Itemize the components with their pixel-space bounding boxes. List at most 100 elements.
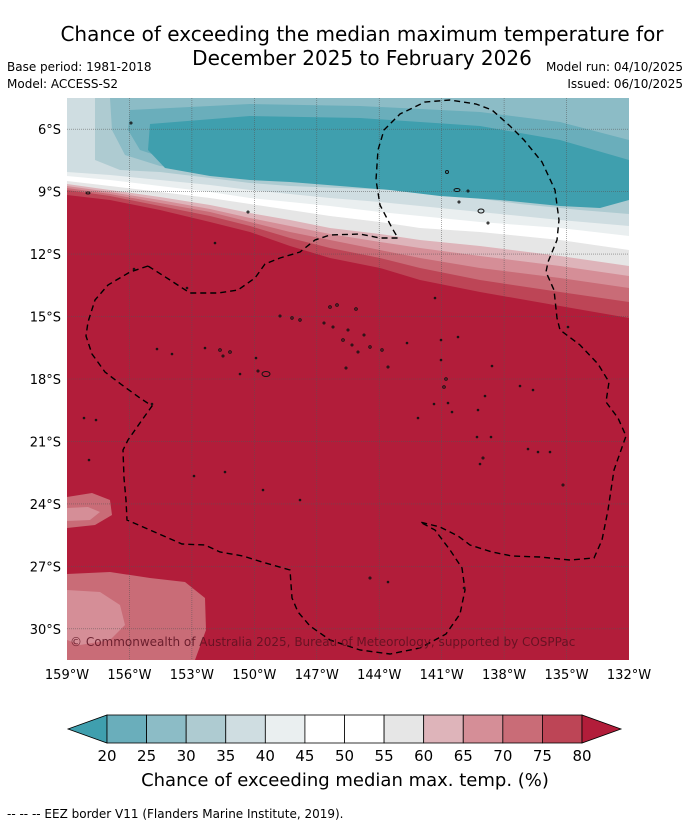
island (526, 447, 530, 451)
island (433, 296, 437, 300)
x-tick-label: 153°W (170, 668, 214, 683)
island (335, 303, 339, 307)
x-tick-label: 144°W (357, 668, 401, 683)
island (322, 321, 326, 325)
island (444, 377, 448, 381)
colorbar-over-arrow (581, 714, 623, 744)
island (466, 189, 470, 193)
island (246, 210, 250, 214)
island (132, 267, 136, 271)
x-tick-label: 147°W (295, 668, 339, 683)
colorbar-segment (304, 714, 345, 744)
island (475, 435, 479, 439)
island (380, 348, 384, 352)
meta-left: Base period: 1981-2018 Model: ACCESS-S2 (7, 59, 152, 93)
y-tick-label: 12°S (30, 248, 61, 263)
y-tick-label: 15°S (30, 311, 61, 326)
map-title: Chance of exceeding the median maximum t… (0, 22, 690, 70)
y-tick-label: 21°S (30, 435, 61, 450)
island (213, 241, 217, 245)
y-axis-labels: 6°S 9°S 12°S 15°S 18°S 21°S 24°S 27°S 30°S (30, 123, 61, 638)
island (486, 221, 490, 225)
island (446, 401, 450, 405)
map-figure: 159°W 156°W 153°W 150°W 147°W 144°W 141°W 138°W… (30, 98, 651, 683)
island (155, 347, 159, 351)
map-title-line1: Chance of exceeding the median maximum t… (60, 22, 664, 46)
colorbar-tick-label: 65 (454, 747, 473, 765)
x-tick-label: 159°W (45, 668, 89, 683)
island (450, 410, 454, 414)
x-tick-label: 135°W (544, 668, 588, 683)
island (481, 456, 485, 460)
colorbar-tick-label: 55 (375, 747, 394, 765)
island (477, 208, 485, 214)
island (368, 345, 372, 349)
colorbar-segment (264, 714, 306, 744)
y-tick-label: 30°S (30, 623, 61, 638)
island (331, 325, 335, 329)
island (218, 348, 222, 352)
island (386, 580, 390, 584)
colorbar-title: Chance of exceeding median max. temp. (%… (141, 770, 549, 791)
colorbar-segment (542, 714, 583, 744)
island (457, 200, 461, 204)
band-20 (148, 116, 629, 208)
island (490, 364, 494, 368)
y-tick-label: 6°S (38, 123, 61, 138)
issued-date: Issued: 06/10/2025 (567, 77, 683, 91)
island (518, 384, 522, 388)
eez-borders (85, 99, 627, 655)
colorbar-tick-label: 80 (572, 747, 591, 765)
colorbar-segment (423, 714, 464, 744)
island (85, 191, 91, 195)
islands (82, 121, 570, 590)
island (254, 356, 258, 360)
colorbar-tick-label: 60 (414, 747, 433, 765)
map-title-line2: December 2025 to February 2026 (192, 46, 532, 70)
island (432, 402, 436, 406)
island (256, 369, 260, 373)
island (203, 346, 207, 350)
island (489, 435, 493, 439)
y-tick-label: 24°S (30, 498, 61, 513)
x-tick-label: 150°W (232, 668, 276, 683)
y-tick-label: 27°S (30, 560, 61, 575)
island (261, 488, 265, 492)
island (346, 328, 350, 332)
island (87, 458, 91, 462)
island (344, 366, 348, 370)
island (290, 316, 294, 320)
island (94, 418, 98, 422)
island (439, 338, 443, 342)
colorbar-tick-label: 70 (493, 747, 512, 765)
x-tick-label: 138°W (482, 668, 526, 683)
island (483, 394, 487, 398)
island (362, 333, 366, 337)
colorbar-segment (225, 714, 266, 744)
island (170, 352, 174, 356)
island (298, 318, 302, 322)
island (328, 305, 332, 309)
copyright-notice: © Commonwealth of Australia 2025, Bureau… (70, 635, 575, 649)
colorbar-tick-label: 40 (256, 747, 275, 765)
eez-border-french-polynesia (85, 99, 627, 655)
island (531, 388, 535, 392)
island (478, 462, 482, 466)
colorbar-tick-label: 25 (137, 747, 156, 765)
y-tick-label: 9°S (38, 186, 61, 201)
island (228, 350, 232, 354)
gridlines (67, 98, 629, 660)
sw-patch-65 (67, 590, 125, 645)
island (476, 408, 480, 412)
island (536, 450, 540, 454)
island (192, 474, 196, 478)
x-axis-labels: 159°W 156°W 153°W 150°W 147°W 144°W 141°W 138°W… (45, 668, 651, 683)
island (462, 586, 466, 590)
island (354, 307, 358, 311)
colorbar-tick-label: 45 (295, 747, 314, 765)
island (150, 402, 154, 406)
colorbar-segment (462, 714, 504, 744)
island (416, 416, 420, 420)
colorbar-tick-label: 75 (533, 747, 552, 765)
island (223, 470, 227, 474)
